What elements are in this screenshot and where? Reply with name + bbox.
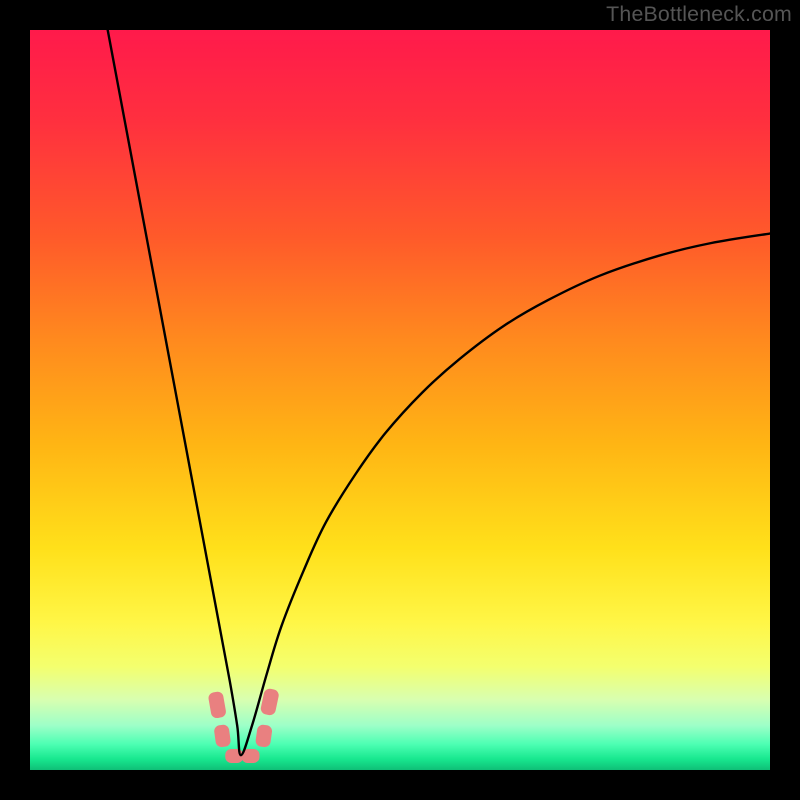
gradient-background <box>30 30 770 770</box>
chart-stage: TheBottleneck.com <box>0 0 800 800</box>
bottleneck-valley-chart <box>0 0 800 800</box>
watermark-text: TheBottleneck.com <box>606 2 792 27</box>
